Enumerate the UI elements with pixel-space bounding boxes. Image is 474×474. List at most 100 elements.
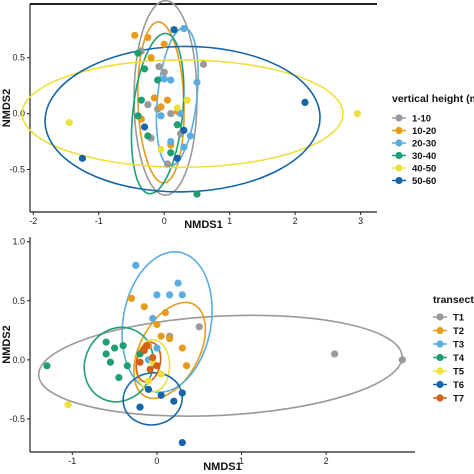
data-point-20-30 (167, 76, 175, 84)
data-point-t7 (153, 362, 161, 370)
data-point-t6 (178, 438, 186, 447)
x-tick-label: 1 (227, 216, 232, 226)
data-point-10-20 (131, 31, 139, 39)
data-point-t4 (102, 338, 110, 346)
confidence-ellipse-50-60 (44, 45, 321, 193)
data-point-t3 (132, 261, 140, 269)
confidence-ellipse-t1 (37, 314, 403, 418)
x-tick-label: 2 (293, 216, 298, 226)
legend-entry-50-60-label: 50-60 (412, 176, 436, 187)
data-point-50-60 (170, 26, 178, 34)
x-tick-label: 2 (324, 456, 329, 466)
legend-entry-30-40-marker (395, 151, 403, 160)
data-point-50-60 (301, 98, 309, 107)
data-point-t2 (182, 362, 191, 370)
data-point-50-60 (180, 126, 188, 134)
data-point-t6 (170, 397, 178, 405)
x-tick-label: -1 (95, 216, 103, 226)
legend-entry-t4-marker (436, 353, 444, 362)
legend-title: vertical height (m) (392, 93, 474, 105)
legend-title: transect (433, 294, 474, 306)
data-point-30-40 (173, 121, 181, 129)
data-point-40-50 (157, 145, 165, 153)
data-point-50-60 (78, 154, 86, 162)
legend-entry-t3-label: T3 (453, 340, 464, 351)
data-point-20-30 (167, 137, 175, 146)
legend-entry-t6-marker (436, 380, 444, 389)
data-point-t4 (123, 362, 131, 370)
data-point-10-20 (150, 94, 158, 102)
data-point-t4 (115, 373, 123, 382)
chart-panel-2: -1 0 1 2 -0.5 0.0 0.5 1.0 NMDS1 NMDS2 transect T1 T2… (1, 237, 474, 473)
legend-entry-1-10-label: 1-10 (412, 114, 431, 125)
data-point-t7 (146, 365, 154, 373)
legend-entry-t2-marker (436, 326, 444, 335)
data-point-40-50 (353, 109, 361, 118)
data-point-10-20 (160, 40, 168, 48)
data-point-30-40 (140, 65, 149, 73)
data-point-t2 (153, 320, 161, 329)
data-point-30-40 (154, 76, 162, 84)
data-point-10-20 (144, 33, 152, 42)
y-tick-label: 0.5 (12, 53, 25, 63)
legend-entry-t2-label: T2 (453, 326, 464, 337)
y-tick-label: 0.5 (12, 296, 25, 306)
legend-entry-t7-label: T7 (453, 394, 464, 405)
y-tick-label: -0.5 (9, 165, 25, 175)
y-tick-label: 1.0 (12, 237, 25, 247)
data-point-t2 (166, 334, 174, 343)
data-point-t6 (144, 385, 153, 393)
legend-entry-20-30-label: 20-30 (412, 139, 436, 150)
y-tick-label: 0.0 (12, 355, 25, 365)
legend-entry-20-30-marker (395, 139, 403, 147)
data-point-t6 (136, 403, 144, 411)
data-point-20-30 (180, 143, 188, 151)
data-point-30-40 (167, 149, 175, 157)
legend-entry-t7-marker (436, 394, 444, 402)
data-point-t5 (64, 401, 72, 409)
data-point-t2 (161, 309, 169, 317)
data-point-t4 (111, 344, 119, 352)
data-point-t2 (127, 294, 136, 303)
data-point-20-30 (180, 25, 188, 33)
data-point-t3 (178, 291, 186, 299)
data-point-t3 (153, 344, 161, 352)
data-point-t4 (106, 358, 114, 366)
data-point-10-20 (163, 96, 172, 104)
legend-entry-40-50-label: 40-50 (412, 164, 436, 175)
data-point-t4 (119, 342, 127, 350)
data-point-t6 (157, 391, 165, 399)
data-point-t3 (174, 279, 182, 287)
data-point-50-60 (140, 123, 149, 131)
y-tick-label: -0.5 (9, 414, 25, 424)
legend-entry-30-40-label: 30-40 (412, 151, 436, 162)
data-point-t4 (102, 350, 110, 358)
x-tick-label: 3 (358, 216, 363, 226)
data-point-30-40 (137, 96, 145, 104)
data-point-30-40 (134, 49, 142, 57)
data-point-20-30 (186, 132, 195, 140)
data-point-50-60 (173, 154, 181, 162)
legend-entry-t5-marker (436, 367, 444, 375)
data-point-10-20 (157, 103, 165, 111)
y-tick-label: 0.0 (12, 109, 25, 119)
legend-entry-50-60-marker (395, 176, 403, 185)
data-point-t7 (143, 342, 151, 350)
data-point-20-30 (160, 75, 168, 83)
legend-entry-40-50-marker (395, 164, 403, 172)
y-axis-title: NMDS2 (1, 325, 13, 364)
data-point-t3 (149, 314, 157, 323)
legend-entry-t3-marker (436, 340, 444, 348)
data-point-t7 (136, 358, 144, 366)
data-point-t1 (195, 323, 203, 331)
x-tick-label: 0 (154, 456, 159, 466)
data-point-10-20 (147, 54, 155, 62)
data-point-40-50 (183, 96, 191, 104)
data-point-t6 (178, 389, 186, 397)
data-point-1-10 (167, 109, 175, 118)
data-point-t2 (140, 303, 148, 311)
data-point-20-30 (193, 78, 201, 86)
legend-entry-10-20-label: 10-20 (412, 126, 436, 137)
data-point-t1 (398, 356, 406, 364)
